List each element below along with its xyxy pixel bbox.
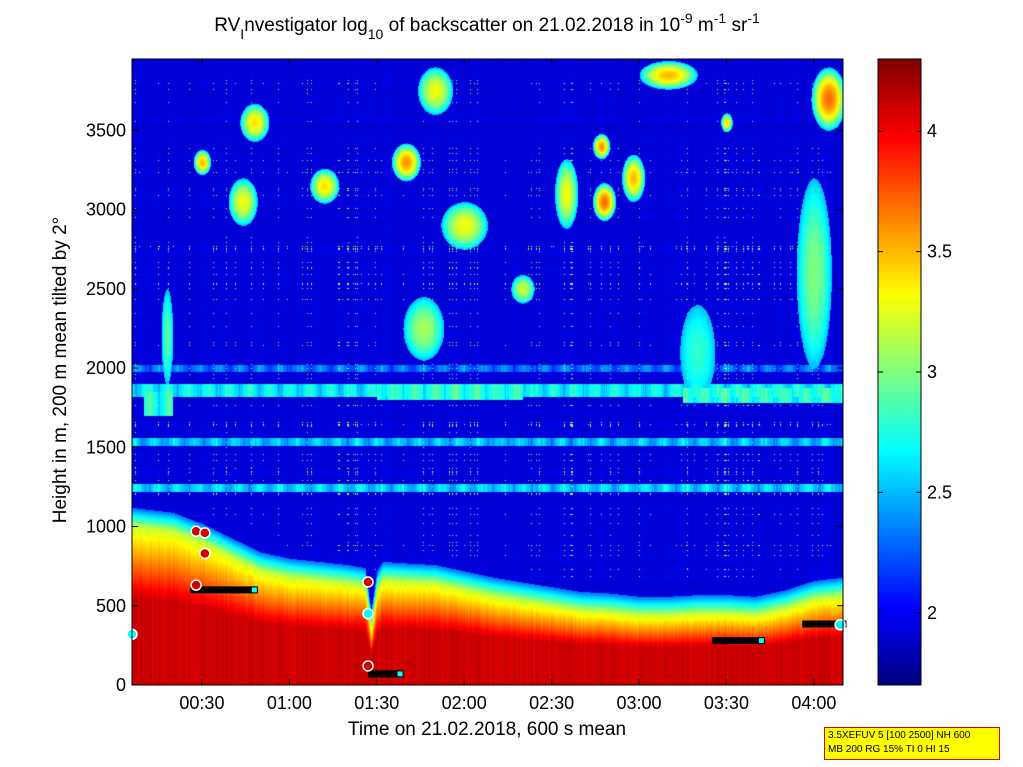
colorbar-tick-label: 3.5 <box>927 242 952 262</box>
y-tick-label: 500 <box>96 596 126 616</box>
cloud-marker <box>190 579 202 591</box>
y-tick-label: 1500 <box>86 437 126 457</box>
info-line-2: MB 200 RG 15% TI 0 HI 15 <box>828 744 950 755</box>
cloud-marker <box>834 619 846 631</box>
x-tick-label: 03:30 <box>704 693 749 713</box>
colorbar-axis: 2 2.5 3 3.5 4 <box>878 121 952 623</box>
x-tick-label: 01:00 <box>267 693 312 713</box>
x-tick-label: 02:00 <box>442 693 487 713</box>
colorbar-tick-label: 2 <box>927 603 937 623</box>
cloud-marker <box>362 576 374 588</box>
heatmap-image <box>132 59 843 685</box>
cloud-marker <box>199 547 211 560</box>
marker-overlay <box>126 525 847 678</box>
colorbar-tick-label: 3 <box>927 362 937 382</box>
y-tick-label: 2500 <box>86 279 126 299</box>
x-axis: 00:30 01:00 01:30 02:00 02:30 03:00 03:30 04:00 <box>179 59 836 713</box>
x-tick-label: 00:30 <box>179 693 224 713</box>
mixing-layer-endpoint <box>396 670 404 678</box>
colorbar-tick-label: 4 <box>927 121 937 141</box>
y-tick-label: 1000 <box>86 517 126 537</box>
colorbar <box>878 59 921 685</box>
x-axis-label: Time on 21.02.2018, 600 s mean <box>348 719 626 740</box>
plot-frame <box>131 58 844 686</box>
y-tick-label: 0 <box>116 675 126 695</box>
x-tick-label: 03:00 <box>617 693 662 713</box>
cloud-marker <box>199 527 211 539</box>
x-tick-label: 04:00 <box>791 693 836 713</box>
colorbar-tick-label: 2.5 <box>927 482 952 502</box>
y-tick-label: 3000 <box>86 200 126 220</box>
y-axis: 0 500 1000 1500 2000 2500 3000 3500 <box>86 120 843 695</box>
x-tick-label: 01:30 <box>354 693 399 713</box>
cloud-marker <box>362 607 374 620</box>
x-tick-label: 02:30 <box>529 693 574 713</box>
y-tick-label: 3500 <box>86 120 126 140</box>
mixing-layer-endpoint <box>250 586 258 594</box>
chart-title: RVInvestigator log10 of backscatter on 2… <box>214 10 760 42</box>
y-tick-label: 2000 <box>86 358 126 378</box>
info-box: 3.5XEFUV 5 [100 2500] NH 600 MB 200 RG 1… <box>824 727 1000 760</box>
cloud-marker <box>362 660 374 672</box>
info-line-1: 3.5XEFUV 5 [100 2500] NH 600 <box>828 730 971 741</box>
y-axis-label: Height in m, 200 m mean tilted by 2° <box>50 217 71 523</box>
mixing-layer-endpoint <box>757 637 765 645</box>
